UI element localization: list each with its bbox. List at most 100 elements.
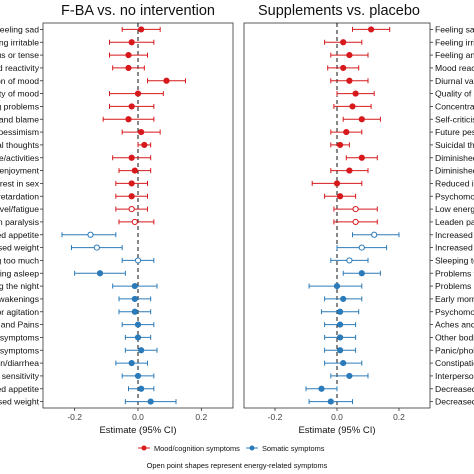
symptom-label: e/activities xyxy=(0,153,39,163)
estimate-point xyxy=(138,26,145,33)
x-tick-label: 0.2 xyxy=(393,412,405,422)
legend-somatic-label: Somatic symptoms xyxy=(262,444,325,453)
estimate-point xyxy=(346,51,353,59)
symptom-label: Self-criticis xyxy=(435,114,474,124)
estimate-point xyxy=(128,103,135,110)
estimate-row: on/diarrhea xyxy=(0,358,148,368)
estimate-point xyxy=(337,321,344,328)
symptom-label: g the night xyxy=(0,281,40,291)
symptom-label: Sleeping to xyxy=(435,255,474,265)
estimate-row: or agitation xyxy=(0,307,152,317)
symptom-label: evel/fatigue xyxy=(0,204,39,214)
symptom-label: Problems fa xyxy=(435,268,474,278)
estimate-row: Constipatio xyxy=(324,358,474,368)
symptom-label: Constipatio xyxy=(435,358,474,368)
estimate-point xyxy=(128,39,135,46)
estimate-row: Increased a xyxy=(352,230,474,240)
estimate-row: Leaden par xyxy=(333,217,474,227)
estimate-point xyxy=(340,359,347,367)
symptom-label: and blame xyxy=(0,114,39,124)
symptom-label: Problems sl xyxy=(435,281,474,291)
estimate-row: Feeling irritable xyxy=(0,37,155,47)
symptom-label: erest in sex xyxy=(0,178,40,188)
estimate-row: Reduced in xyxy=(311,178,474,188)
symptom-label: Psychomot xyxy=(435,307,474,317)
symptom-label: Feeling irritable xyxy=(0,37,39,47)
estimate-row: on of mood xyxy=(0,76,186,86)
estimate-point xyxy=(340,295,347,303)
estimate-point-open xyxy=(346,257,353,264)
estimate-point xyxy=(96,270,104,277)
symptom-label: Psychomot xyxy=(435,191,474,201)
estimate-row: Psychomot xyxy=(321,307,474,317)
symptom-label: en paralysis xyxy=(0,217,39,227)
estimate-point xyxy=(340,64,347,72)
symptom-label: Quality of mood xyxy=(0,89,39,99)
estimate-point xyxy=(128,193,135,200)
estimate-row: Early morni xyxy=(324,294,474,304)
panel-title-supplements: Supplements vs. placebo xyxy=(258,3,420,19)
symptom-label: /enjoyment xyxy=(0,166,40,176)
symptom-label: Mood reactiv xyxy=(435,63,474,73)
legend-mood-marker xyxy=(141,445,147,451)
legend-somatic-marker xyxy=(249,445,255,451)
estimate-row: erest in sex xyxy=(0,178,148,188)
estimate-point xyxy=(327,398,334,405)
symptom-label: retardation xyxy=(0,191,39,201)
estimate-point xyxy=(337,334,344,341)
panel-supplements-vs-placebo: Supplements vs. placebo -0.2 0.0 0.2 Estima… xyxy=(243,3,474,436)
estimate-point xyxy=(333,180,341,187)
symptom-label: al thoughts xyxy=(0,140,39,150)
symptom-label: us or tense xyxy=(0,50,39,60)
estimate-point-open xyxy=(371,231,378,238)
estimate-row: e/activities xyxy=(0,153,152,163)
estimate-point xyxy=(134,321,142,328)
estimate-point xyxy=(128,154,135,161)
estimate-row: l sensitivity xyxy=(0,371,155,381)
estimate-point xyxy=(343,128,350,136)
symptom-label: eased weight xyxy=(0,397,40,407)
estimate-point xyxy=(346,372,353,380)
symptom-label: Future pess xyxy=(435,127,474,137)
estimate-point xyxy=(352,90,359,97)
estimate-point xyxy=(163,77,170,84)
symptom-label: Low energy xyxy=(435,204,474,214)
estimate-row: Feeling sad xyxy=(0,24,161,34)
estimate-row: ping too much xyxy=(0,255,155,265)
estimate-point xyxy=(340,39,347,46)
symptom-label: eased appetite xyxy=(0,384,39,394)
estimate-point xyxy=(128,180,135,187)
symptom-label: Other bodil xyxy=(435,332,474,342)
estimate-point xyxy=(349,103,356,110)
estimate-row: Decreased xyxy=(308,397,474,407)
estimate-row: /enjoyment xyxy=(0,166,152,176)
symptom-label: on of mood xyxy=(0,76,39,86)
estimate-row: lling asleep xyxy=(0,268,126,278)
symptom-label: c symptoms xyxy=(0,345,39,355)
panel-fba-vs-no-intervention: F-BA vs. no intervention -0.2 0.0 0.2 Estim… xyxy=(0,3,234,436)
estimate-point xyxy=(131,282,138,290)
estimate-row: Feeling anx xyxy=(330,50,474,60)
x-axis-title: Estimate (95% CI) xyxy=(298,425,375,436)
estimate-row: pessimism xyxy=(0,127,161,137)
estimate-point xyxy=(138,347,145,354)
estimate-row: Quality of mood xyxy=(0,89,164,99)
estimate-row: al thoughts xyxy=(0,140,152,150)
symptom-label: Diminished xyxy=(435,166,474,176)
estimate-point xyxy=(131,167,138,174)
symptom-label: Feeling anx xyxy=(435,50,474,60)
symptom-label: symptoms xyxy=(0,332,39,342)
estimate-row: us or tense xyxy=(0,50,148,60)
estimate-point xyxy=(318,385,325,392)
estimate-point-open xyxy=(131,218,138,226)
estimate-point xyxy=(346,77,353,84)
estimate-row: Aches and P xyxy=(324,320,474,330)
estimate-point-open xyxy=(134,257,142,264)
symptom-label: Feeling sad xyxy=(0,24,39,34)
estimate-point xyxy=(337,347,344,354)
estimate-row: Diurnal vari xyxy=(330,76,474,86)
estimate-point xyxy=(138,385,145,392)
symptom-label: Concentrati xyxy=(435,101,474,111)
x-axis-title: Estimate (95% CI) xyxy=(99,425,176,436)
estimate-point xyxy=(337,308,344,315)
